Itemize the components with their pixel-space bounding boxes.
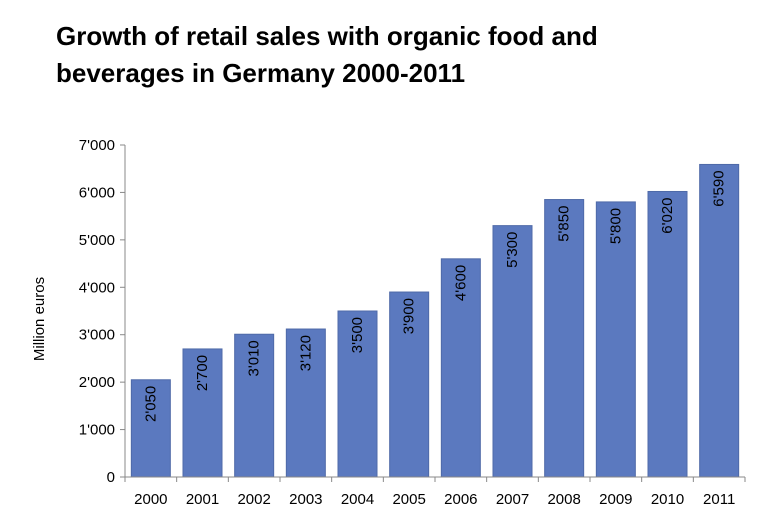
bar-2003 (285, 328, 326, 478)
y-tick-label: 5'000 (79, 232, 115, 249)
y-tick-label: 0 (107, 469, 115, 486)
bar-value-label-2003: 3'120 (297, 335, 314, 371)
x-tick-label-2004: 2004 (341, 491, 374, 508)
bar-2008 (544, 199, 585, 478)
bars: 2'050 2'700 3'010 3'120 3'500 3'900 4'600 5'300… (130, 163, 740, 478)
bar-value-label-2011: 6'590 (711, 170, 728, 206)
bar-value-label-2009: 5'800 (607, 208, 624, 244)
bar-2001 (182, 348, 223, 478)
y-tick-label: 4'000 (79, 279, 115, 296)
bar-2006 (440, 258, 481, 478)
x-tick-label-2011: 2011 (703, 491, 735, 508)
bar-value-label-2007: 5'300 (504, 232, 521, 268)
bar-value-label-2010: 6'020 (659, 197, 676, 233)
chart-title-line-1: Growth of retail sales with organic food… (56, 21, 598, 51)
bar-2002 (234, 333, 275, 478)
bar-value-label-2002: 3'010 (246, 340, 263, 376)
y-tick-label: 2'000 (79, 374, 115, 391)
bar-2011 (699, 163, 740, 478)
x-tick-label-2007: 2007 (496, 491, 529, 508)
x-tick-label-2009: 2009 (599, 491, 632, 508)
y-tick-label: 7'000 (79, 137, 115, 154)
x-tick-label-2008: 2008 (547, 491, 580, 508)
x-tick-label-2006: 2006 (444, 491, 477, 508)
bar-value-label-2006: 4'600 (452, 265, 469, 301)
x-tick-label-2002: 2002 (237, 491, 270, 508)
y-tick-label: 1'000 (79, 422, 115, 439)
x-tick-label-2005: 2005 (392, 491, 425, 508)
x-tick-label-2010: 2010 (651, 491, 684, 508)
y-tick-label: 6'000 (79, 184, 115, 201)
y-tick-label: 3'000 (79, 327, 115, 344)
y-axis-label: Million euros (31, 277, 48, 361)
bar-2007 (492, 225, 533, 478)
bar-2009 (595, 201, 636, 478)
bar-value-label-2001: 2'700 (194, 355, 211, 391)
x-tick-label-2001: 2001 (186, 491, 219, 508)
bar-value-label-2008: 5'850 (556, 206, 573, 242)
chart-title-line-2: beverages in Germany 2000-2011 (56, 58, 466, 88)
y-axis: 0 1'000 2'000 3'000 4'000 5'000 6'000 7'000 (79, 137, 126, 486)
x-tick-label-2003: 2003 (289, 491, 322, 508)
x-axis: 2000 2001 2002 2003 2004 2005 2006 2007 2008 2009… (124, 476, 746, 508)
chart-title: Growth of retail sales with organic food… (56, 18, 756, 92)
bar-value-label-2005: 3'900 (401, 298, 418, 334)
bar-value-label-2000: 2'050 (142, 386, 159, 422)
x-tick-label-2000: 2000 (134, 491, 167, 508)
bar-value-label-2004: 3'500 (349, 317, 366, 353)
bar-2000 (130, 379, 171, 478)
bar-2010 (647, 190, 688, 478)
